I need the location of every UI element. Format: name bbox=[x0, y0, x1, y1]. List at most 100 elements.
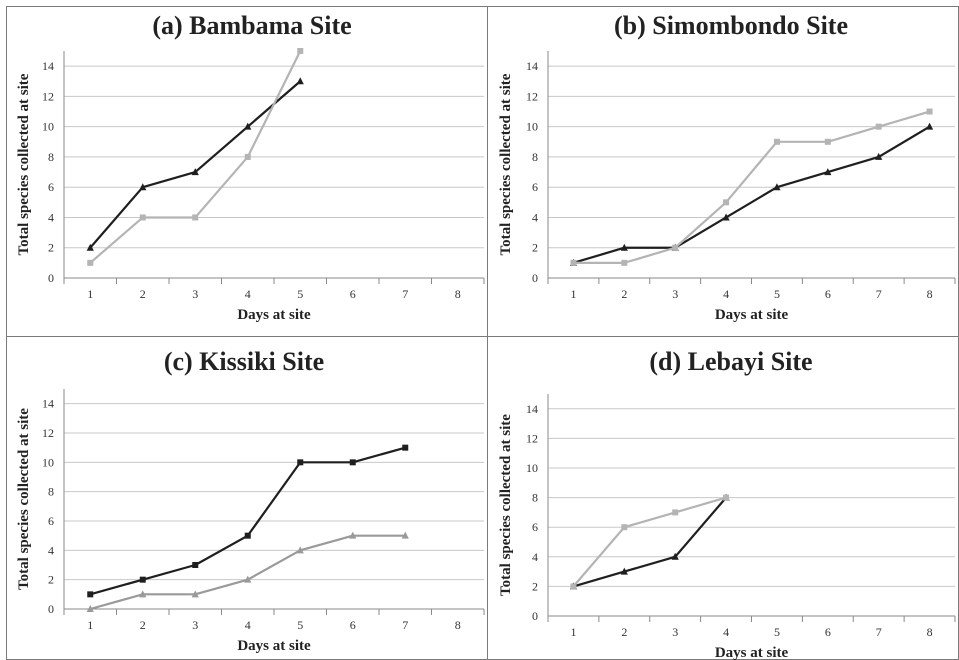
y-tick-label: 4 bbox=[532, 550, 538, 564]
y-tick-label: 8 bbox=[532, 491, 538, 505]
y-tick-label: 14 bbox=[42, 59, 54, 73]
x-axis-label: Days at site bbox=[715, 307, 789, 323]
data-point-square bbox=[87, 591, 94, 598]
data-point-triangle bbox=[620, 243, 628, 251]
x-tick-label: 5 bbox=[774, 625, 780, 639]
data-point-square bbox=[570, 259, 577, 266]
y-tick-label: 2 bbox=[532, 579, 538, 593]
chart-svg-b: (b) Simombondo Site Total species collec… bbox=[498, 11, 956, 323]
x-tick-label: 5 bbox=[774, 287, 780, 301]
y-tick-label: 8 bbox=[532, 150, 538, 164]
x-tick-label: 4 bbox=[723, 287, 729, 301]
data-point-triangle bbox=[86, 605, 94, 612]
y-tick-label: 4 bbox=[48, 210, 54, 224]
x-tick-label: 8 bbox=[927, 287, 933, 301]
y-tick-label: 10 bbox=[42, 120, 54, 134]
chart-svg-c: (c) Kissiki Site Total species collected… bbox=[16, 347, 485, 654]
data-point-triangle bbox=[875, 152, 883, 160]
y-axis-label: Total species collected at site bbox=[16, 408, 32, 590]
data-point-triangle bbox=[925, 122, 934, 130]
y-axis-label: Total species collected at site bbox=[498, 73, 514, 255]
y-tick-label: 0 bbox=[48, 602, 54, 616]
series-line-2 bbox=[572, 496, 727, 588]
data-point-square bbox=[570, 583, 577, 590]
y-axis-label: Total species collected at site bbox=[16, 73, 32, 255]
chart-title: (c) Kissiki Site bbox=[164, 347, 324, 376]
x-tick-label: 1 bbox=[570, 625, 576, 639]
x-tick-label: 7 bbox=[402, 287, 408, 301]
x-tick-label: 2 bbox=[621, 625, 627, 639]
y-tick-label: 2 bbox=[532, 241, 538, 255]
y-tick-label: 10 bbox=[42, 455, 54, 469]
x-tick-label: 6 bbox=[350, 287, 356, 301]
data-point-triangle bbox=[139, 183, 147, 191]
series-line-1 bbox=[89, 80, 301, 249]
data-point-square bbox=[244, 532, 251, 539]
data-point-square bbox=[723, 199, 730, 206]
x-tick-label: 6 bbox=[350, 618, 356, 632]
y-tick-label: 14 bbox=[526, 59, 538, 73]
x-tick-label: 1 bbox=[87, 287, 93, 301]
series-line-1 bbox=[573, 496, 727, 588]
x-tick-label: 1 bbox=[570, 287, 576, 301]
y-tick-label: 6 bbox=[532, 520, 538, 534]
series-line-2 bbox=[573, 110, 930, 264]
y-tick-label: 4 bbox=[48, 543, 54, 557]
data-point-triangle bbox=[244, 575, 252, 583]
data-point-square bbox=[349, 459, 356, 466]
data-point-square bbox=[139, 214, 146, 221]
chart-panel-c-kissiki: (c) Kissiki Site Total species collected… bbox=[6, 337, 488, 660]
y-tick-label: 14 bbox=[526, 402, 538, 416]
x-tick-label: 2 bbox=[140, 287, 146, 301]
y-tick-label: 12 bbox=[526, 89, 538, 103]
x-tick-label: 2 bbox=[140, 618, 146, 632]
data-point-square bbox=[87, 259, 94, 266]
x-tick-label: 5 bbox=[297, 287, 303, 301]
chart-panel-a-bambama: (a) Bambama Site Total species collected… bbox=[6, 6, 488, 337]
x-tick-label: 6 bbox=[825, 287, 831, 301]
data-point-triangle bbox=[296, 546, 304, 554]
x-tick-label: 4 bbox=[723, 625, 729, 639]
x-axis-label: Days at site bbox=[237, 307, 311, 323]
x-tick-label: 1 bbox=[87, 618, 93, 632]
y-tick-label: 6 bbox=[48, 180, 54, 194]
data-point-triangle bbox=[139, 590, 147, 598]
y-tick-label: 4 bbox=[532, 210, 538, 224]
y-tick-label: 2 bbox=[48, 573, 54, 587]
y-tick-label: 6 bbox=[48, 514, 54, 528]
data-point-square bbox=[621, 259, 628, 266]
data-point-square bbox=[875, 123, 882, 130]
y-tick-label: 0 bbox=[48, 271, 54, 285]
data-point-triangle bbox=[86, 243, 94, 251]
chart-title: (b) Simombondo Site bbox=[614, 11, 848, 40]
y-tick-label: 0 bbox=[532, 609, 538, 623]
data-point-square bbox=[773, 138, 780, 145]
x-tick-label: 3 bbox=[672, 287, 678, 301]
data-point-triangle bbox=[244, 122, 252, 130]
x-tick-label: 7 bbox=[876, 287, 882, 301]
x-tick-label: 8 bbox=[455, 287, 461, 301]
data-point-triangle bbox=[773, 183, 781, 191]
x-tick-label: 3 bbox=[672, 625, 678, 639]
data-point-square bbox=[297, 459, 304, 466]
data-point-square bbox=[723, 494, 730, 501]
data-point-square bbox=[672, 509, 679, 516]
data-point-triangle bbox=[722, 213, 730, 221]
x-tick-label: 6 bbox=[825, 625, 831, 639]
figure-frame bbox=[6, 6, 959, 660]
data-point-triangle bbox=[620, 567, 628, 575]
y-tick-label: 10 bbox=[526, 461, 538, 475]
data-point-square bbox=[402, 444, 409, 451]
y-tick-label: 0 bbox=[532, 271, 538, 285]
y-tick-label: 6 bbox=[532, 180, 538, 194]
x-tick-label: 8 bbox=[455, 618, 461, 632]
chart-title: (d) Lebayi Site bbox=[649, 347, 812, 376]
data-point-triangle bbox=[191, 590, 199, 598]
data-point-triangle bbox=[824, 168, 832, 176]
y-tick-label: 10 bbox=[526, 120, 538, 134]
y-tick-label: 12 bbox=[526, 431, 538, 445]
chart-svg-d: (d) Lebayi Site Total species collected … bbox=[498, 347, 956, 660]
x-tick-label: 4 bbox=[245, 287, 251, 301]
